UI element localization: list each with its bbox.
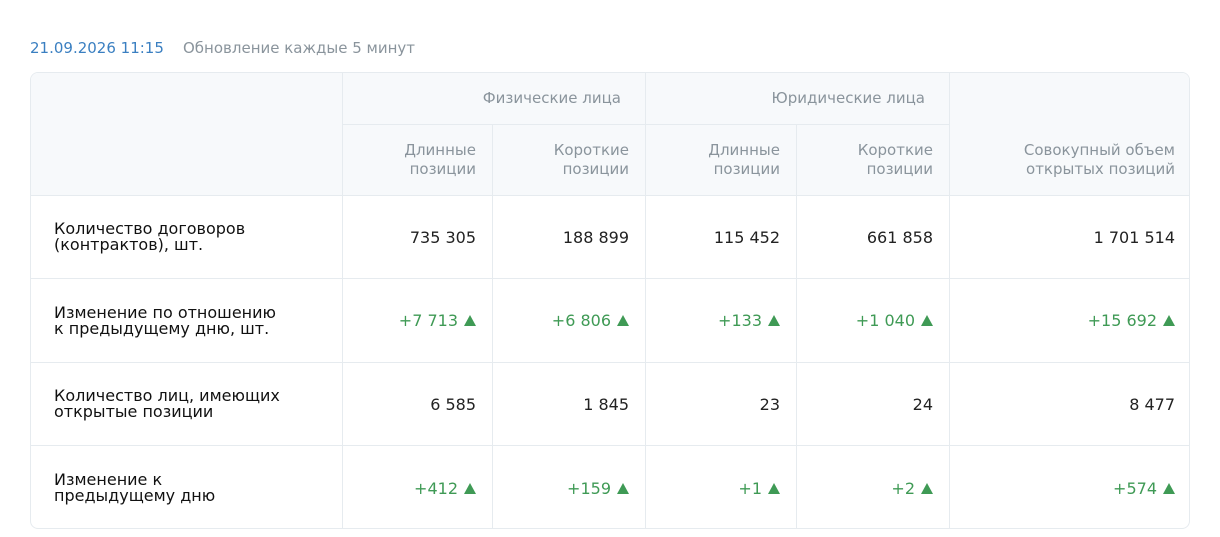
group-title: Юридические лица	[771, 89, 925, 107]
up-arrow	[768, 482, 780, 494]
cell-value: +6 806	[551, 311, 611, 330]
column-header: Совокупный объем открытых позиций	[950, 73, 1189, 196]
value-cell: 115 452	[646, 196, 797, 279]
header-corner	[31, 73, 343, 196]
value-cell: +7 713	[343, 279, 493, 363]
value-cell: +1 040	[797, 279, 950, 363]
cell-value: 1 701 514	[1093, 227, 1175, 247]
row-label: Изменение к предыдущему дню	[54, 470, 216, 505]
value-cell: +412	[343, 446, 493, 528]
value-cell: +133	[646, 279, 797, 363]
column-title: Совокупный объем открытых позиций	[1023, 141, 1175, 178]
group-title: Физические лица	[482, 89, 621, 107]
value-cell: +159	[493, 446, 646, 528]
up-arrow	[617, 315, 629, 326]
value-cell: 23	[646, 363, 797, 446]
cell-value: +2	[891, 478, 915, 498]
cell-value: +7 713	[398, 311, 458, 330]
column-title: Короткие позиции	[553, 141, 629, 178]
cell-value: 1 845	[583, 394, 629, 414]
up-arrow	[921, 315, 933, 326]
up-arrow	[464, 482, 476, 494]
row-label-cell: Количество договоров (контрактов), шт.	[31, 196, 343, 279]
column-header: Короткие позиции	[797, 125, 950, 196]
cell-value: +133	[718, 311, 762, 330]
up-arrow	[464, 315, 476, 326]
value-cell: 188 899	[493, 196, 646, 279]
up-arrow	[768, 315, 780, 326]
value-cell: +15 692	[950, 279, 1189, 363]
positions-table: Физические лица Юридические лица Длинные п…	[30, 72, 1190, 529]
cell-value: 115 452	[713, 227, 780, 247]
column-title: Длинные позиции	[404, 141, 476, 178]
value-cell: 6 585	[343, 363, 493, 446]
cell-value: +1 040	[855, 311, 915, 330]
cell-value: +412	[414, 478, 458, 498]
row-label-cell: Количество лиц, имеющих открытые позиции	[31, 363, 343, 446]
cell-value: +159	[567, 478, 611, 498]
column-header: Длинные позиции	[646, 125, 797, 196]
cell-value: 8 477	[1129, 394, 1175, 414]
value-cell: +2	[797, 446, 950, 528]
group-header: Физические лица	[343, 73, 646, 125]
value-cell: 735 305	[343, 196, 493, 279]
value-cell: 1 845	[493, 363, 646, 446]
cell-value: 735 305	[409, 227, 476, 247]
cell-value: +1	[738, 478, 762, 498]
value-cell: 1 701 514	[950, 196, 1189, 279]
row-label: Изменение по отношению к предыдущему дню…	[54, 302, 276, 338]
cell-value: 661 858	[866, 227, 933, 247]
value-cell: +6 806	[493, 279, 646, 363]
value-cell: 24	[797, 363, 950, 446]
row-label-cell: Изменение к предыдущему дню	[31, 446, 343, 528]
value-cell: 661 858	[797, 196, 950, 279]
up-arrow	[617, 482, 629, 494]
column-title: Короткие позиции	[857, 141, 933, 178]
up-arrow	[921, 482, 933, 494]
value-cell: +1	[646, 446, 797, 528]
cell-value: 24	[912, 394, 933, 414]
cell-value: +574	[1113, 478, 1157, 498]
column-header: Короткие позиции	[493, 125, 646, 196]
cell-value: 188 899	[562, 227, 629, 247]
up-arrow	[1163, 315, 1175, 326]
value-cell: 8 477	[950, 363, 1189, 446]
up-arrow	[1163, 482, 1175, 494]
update-date: 21.09.2026 11:15	[30, 39, 164, 57]
value-cell: +574	[950, 446, 1189, 528]
column-title: Длинные позиции	[708, 141, 780, 178]
group-header: Юридические лица	[646, 73, 950, 125]
cell-value: +15 692	[1087, 311, 1157, 330]
row-label-cell: Изменение по отношению к предыдущему дню…	[31, 279, 343, 363]
row-label: Количество договоров (контрактов), шт.	[54, 219, 246, 254]
cell-value: 6 585	[430, 394, 476, 414]
column-header: Длинные позиции	[343, 125, 493, 196]
cell-value: 23	[759, 394, 780, 414]
row-label: Количество лиц, имеющих открытые позиции	[54, 386, 280, 421]
update-note: Обновление каждые 5 минут	[183, 39, 416, 57]
